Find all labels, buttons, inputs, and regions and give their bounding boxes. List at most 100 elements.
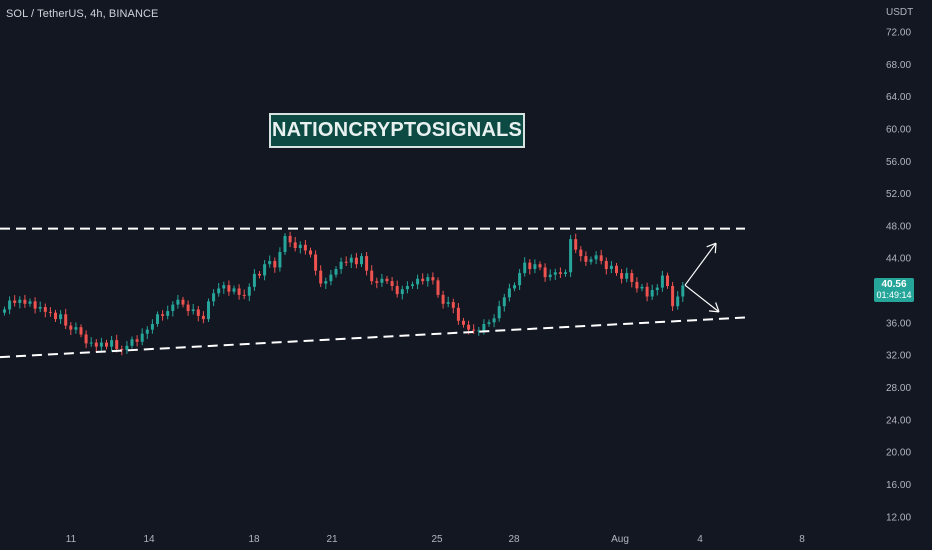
candle-body — [344, 261, 348, 263]
candle-body — [502, 297, 506, 307]
candle — [676, 291, 680, 310]
candle — [584, 251, 588, 266]
candle — [161, 310, 165, 321]
candle-body — [446, 302, 450, 304]
candle — [232, 285, 236, 295]
candle — [110, 336, 114, 352]
candle-body — [487, 322, 491, 324]
candle — [360, 253, 363, 268]
candle — [492, 314, 496, 328]
symbol-title: SOL / TetherUS, 4h, BINANCE — [6, 8, 159, 20]
candle — [273, 257, 277, 273]
candle — [303, 240, 307, 255]
y-tick-label: 28.00 — [886, 383, 911, 394]
candle — [594, 251, 598, 265]
candle — [405, 281, 409, 294]
candle-body — [482, 323, 486, 331]
candle-body — [620, 273, 624, 279]
candle — [416, 274, 420, 290]
candle-body — [370, 270, 374, 282]
support-line[interactable] — [0, 316, 746, 359]
candle — [43, 303, 47, 318]
candle — [69, 322, 73, 336]
candle — [181, 296, 185, 308]
candle — [518, 268, 522, 290]
candle-body — [201, 315, 205, 320]
candle — [507, 283, 511, 302]
candle — [258, 271, 261, 279]
candle-body — [268, 260, 272, 265]
candle — [645, 282, 649, 302]
candle-body — [319, 270, 323, 284]
candle-body — [635, 281, 639, 289]
candle-body — [140, 333, 144, 342]
candle — [513, 282, 516, 292]
candle-body — [456, 307, 460, 321]
candle-body — [293, 242, 297, 249]
candle — [212, 289, 216, 307]
candle — [237, 284, 241, 300]
candle — [191, 304, 195, 315]
candle-body — [314, 254, 318, 271]
candle — [207, 298, 210, 322]
candle — [13, 295, 17, 307]
candle — [319, 265, 323, 288]
y-tick-label: 56.00 — [886, 157, 911, 168]
candle — [390, 277, 394, 291]
candle-body — [553, 272, 557, 275]
candle-body — [273, 260, 277, 268]
candle — [528, 259, 532, 275]
candle — [385, 275, 389, 284]
candle — [370, 265, 374, 285]
candle-body — [288, 235, 292, 243]
candle — [186, 300, 190, 316]
candle — [477, 326, 481, 336]
candle — [242, 289, 246, 300]
candle — [400, 285, 404, 300]
candle-body — [472, 329, 476, 331]
candle — [150, 319, 154, 334]
candle — [227, 280, 231, 296]
candle — [33, 297, 37, 314]
candle — [538, 261, 542, 271]
candle — [375, 277, 379, 289]
candle — [89, 337, 93, 347]
candle — [579, 246, 583, 262]
candle-body — [161, 314, 165, 316]
candle-body — [217, 288, 221, 294]
candle-body — [324, 281, 328, 284]
candle-body — [467, 324, 471, 330]
candle — [217, 283, 221, 297]
candle-countdown: 01:49:14 — [876, 290, 912, 300]
arrow-down[interactable] — [684, 284, 720, 313]
candle-body — [574, 239, 578, 250]
arrows-group — [684, 242, 720, 313]
candle-body — [390, 281, 394, 287]
candle — [451, 298, 455, 314]
candle — [324, 277, 328, 289]
x-tick-label: 11 — [66, 534, 77, 545]
candle — [145, 326, 149, 340]
candle — [462, 317, 465, 328]
candle-body — [69, 325, 73, 330]
candle — [574, 233, 578, 254]
candle — [671, 281, 675, 311]
axis-unit-label: USDT — [886, 7, 914, 18]
candle-body — [513, 285, 516, 289]
candle-body — [558, 272, 562, 274]
x-tick-label: 25 — [431, 534, 443, 545]
candle — [156, 311, 159, 327]
candle — [166, 305, 170, 320]
y-tick-label: 60.00 — [886, 124, 911, 135]
candle-body — [156, 314, 159, 324]
candle-body — [594, 255, 598, 260]
candle-body — [89, 342, 93, 344]
candle — [334, 266, 338, 278]
candle — [140, 328, 144, 346]
candle — [625, 267, 629, 283]
arrow-up[interactable] — [684, 242, 717, 286]
candle-body — [79, 327, 83, 335]
candle — [171, 301, 175, 317]
candle-body — [252, 273, 256, 287]
